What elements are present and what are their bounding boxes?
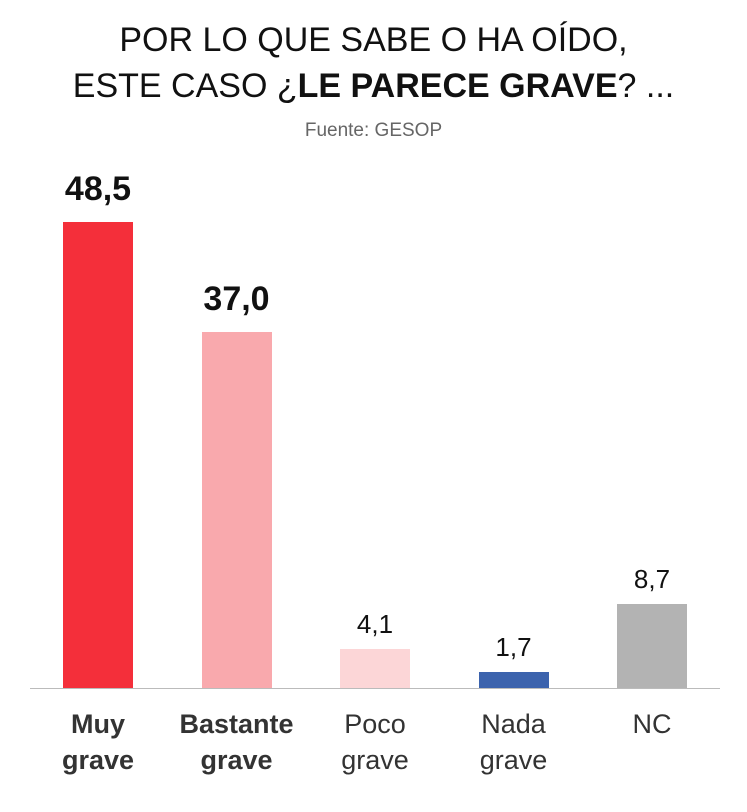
title-part: LE PARECE GRAVE: [297, 67, 618, 105]
x-tick-label: Bastante grave: [179, 709, 294, 775]
value-label: 48,5: [64, 169, 132, 208]
title-part: ? ...: [617, 67, 675, 105]
bar: [478, 671, 549, 688]
x-tick-label: NC: [632, 709, 672, 739]
chart-title: POR LO QUE SABE O HA OÍDO,: [119, 21, 628, 59]
bar: [201, 332, 272, 688]
x-tick-label: Muy grave: [61, 709, 135, 775]
value-label: 1,7: [495, 631, 532, 662]
title-part: ESTE CASO ¿: [72, 67, 298, 105]
value-label: 37,0: [203, 280, 270, 319]
x-tick-label: Poco grave: [341, 709, 409, 775]
x-tick-label: Nada grave: [479, 709, 548, 775]
baseline: [30, 688, 720, 689]
bar: [340, 648, 410, 688]
value-label: 8,7: [633, 564, 671, 595]
value-label: 4,1: [356, 608, 394, 639]
bar: [617, 604, 687, 688]
bar: [63, 221, 133, 688]
chart-title: ESTE CASO ¿LE PARECE GRAVE? ...: [0, 64, 747, 108]
subtitle: Fuente: GESOP: [304, 120, 443, 141]
